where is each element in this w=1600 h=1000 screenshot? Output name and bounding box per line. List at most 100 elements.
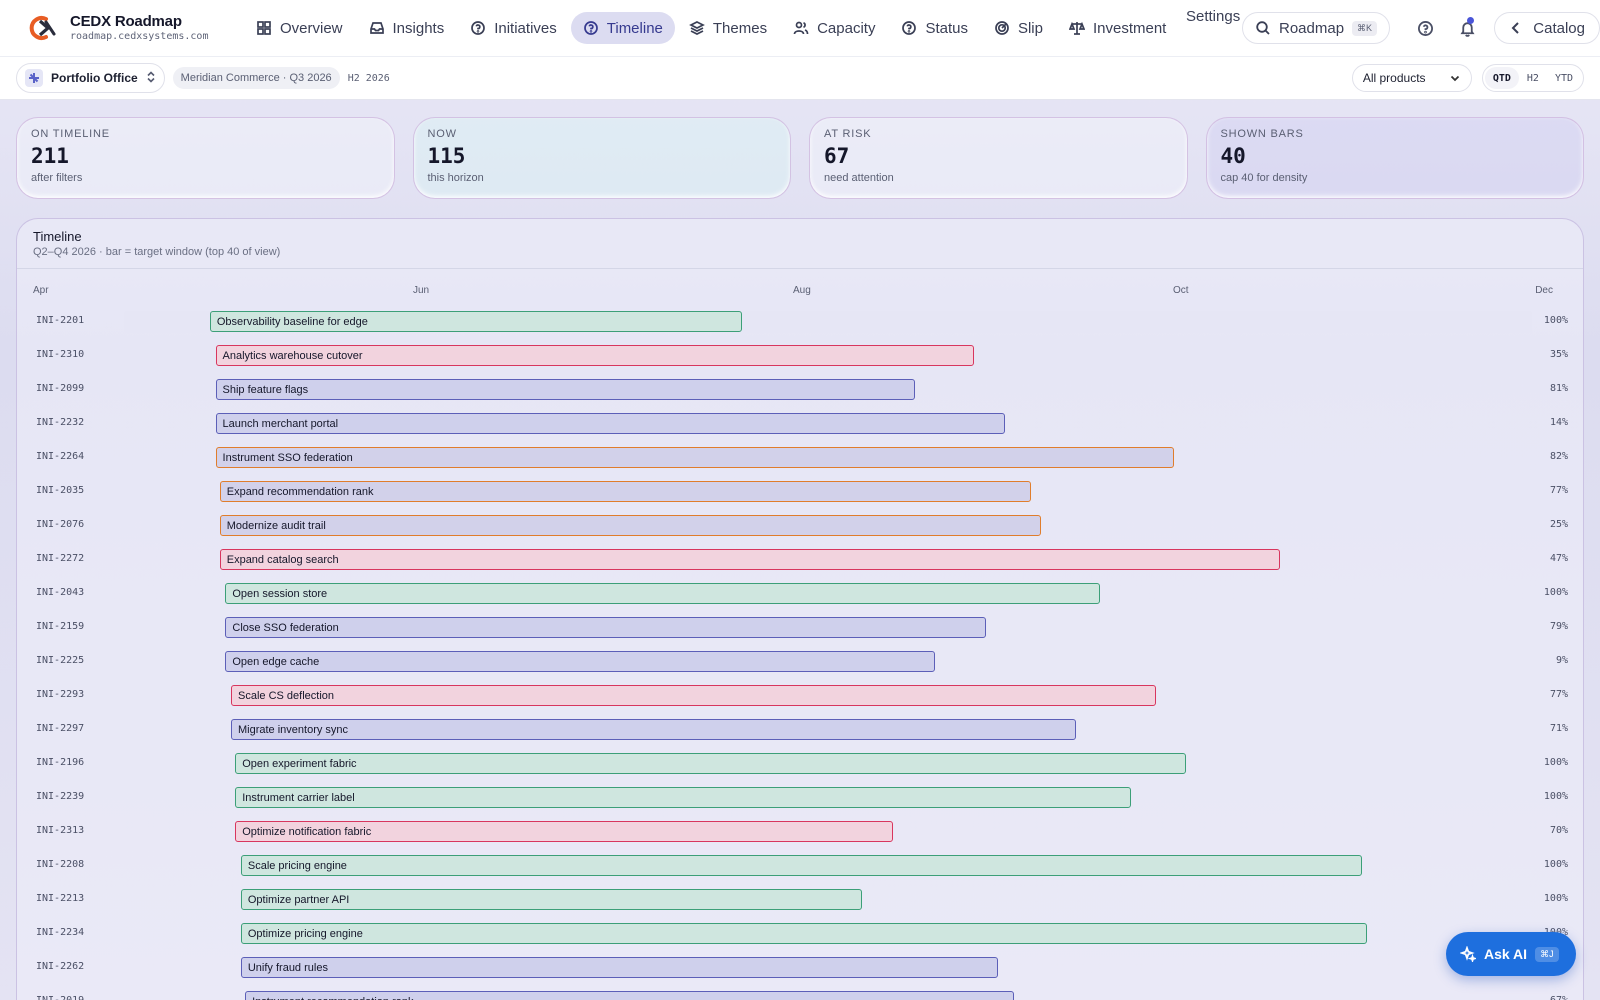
progress-percent: 67%	[1550, 995, 1568, 1000]
timeline-row[interactable]: INI-2272 Expand catalog search 47%	[17, 543, 1583, 577]
period-h2[interactable]: H2	[1526, 72, 1539, 84]
timeline-row[interactable]: INI-2310 Analytics warehouse cutover 35%	[17, 339, 1583, 373]
timeline-row[interactable]: INI-2213 Optimize partner API 100%	[17, 883, 1583, 917]
initiative-name: Open experiment fabric	[242, 757, 357, 770]
timeline-row[interactable]: INI-2293 Scale CS deflection 77%	[17, 679, 1583, 713]
initiative-bar[interactable]: Ship feature flags	[215, 379, 916, 400]
nav-themes[interactable]: Themes	[677, 12, 779, 44]
search-button[interactable]: Roadmap ⌘K	[1242, 12, 1391, 44]
initiative-bar[interactable]: Open session store	[225, 583, 1100, 604]
timeline-row[interactable]: INI-2225 Open edge cache 9%	[17, 645, 1583, 679]
search-label: Roadmap	[1279, 19, 1345, 37]
timeline-row[interactable]: INI-2297 Migrate inventory sync 71%	[17, 713, 1583, 747]
nav-slip[interactable]: Slip	[982, 12, 1055, 44]
initiative-bar[interactable]: Scale CS deflection	[231, 685, 1157, 706]
initiative-bar[interactable]: Instrument SSO federation	[215, 447, 1175, 468]
initiative-bar[interactable]: Scale pricing engine	[240, 855, 1362, 876]
initiative-id: INI-2262	[36, 961, 85, 972]
ask-ai-shortcut: ⌘J	[1535, 946, 1559, 962]
initiative-bar[interactable]: Migrate inventory sync	[231, 719, 1076, 740]
initiative-bar[interactable]: Observability baseline for edge	[209, 311, 743, 332]
help-button[interactable]	[1410, 12, 1440, 44]
initiative-bar[interactable]: Optimize pricing engine	[240, 923, 1368, 944]
period-qtd[interactable]: QTD	[1484, 67, 1519, 89]
initiative-id: INI-2297	[36, 723, 85, 734]
axis-label: Apr	[33, 285, 49, 296]
initiative-bar[interactable]: Expand recommendation rank	[219, 481, 1031, 502]
org-selector[interactable]: Portfolio Office	[16, 63, 165, 93]
axis-label: Dec	[1535, 285, 1553, 296]
initiative-id: INI-2225	[36, 655, 85, 666]
help-circle-icon	[471, 21, 486, 35]
nav-capacity[interactable]: Capacity	[781, 12, 887, 44]
initiative-id: INI-2208	[36, 859, 85, 870]
product-filter-select[interactable]: All products	[1351, 64, 1472, 92]
notifications-button[interactable]	[1452, 12, 1482, 44]
initiative-bar[interactable]: Close SSO federation	[225, 617, 986, 638]
nav-insights[interactable]: Insights	[357, 12, 457, 44]
timeline-row[interactable]: INI-2264 Instrument SSO federation 82%	[17, 441, 1583, 475]
stat-card-at-risk: AT RISK 67 need attention	[809, 117, 1188, 199]
initiative-id: INI-2035	[36, 485, 85, 496]
initiative-bar[interactable]: Optimize notification fabric	[235, 821, 893, 842]
nav-timeline[interactable]: Timeline	[570, 12, 675, 44]
stat-label: AT RISK	[824, 128, 872, 140]
progress-percent: 35%	[1549, 349, 1568, 360]
timeline-row[interactable]: INI-2099 Ship feature flags 81%	[17, 373, 1583, 407]
initiative-bar[interactable]: Open experiment fabric	[235, 753, 1186, 774]
portfolio-icon	[25, 69, 43, 87]
initiative-bar[interactable]: Unify fraud rules	[240, 957, 999, 978]
inbox-icon	[369, 22, 384, 34]
nav-settings[interactable]: Settings	[1178, 0, 1240, 32]
axis-label: Aug	[793, 285, 811, 296]
timeline-row[interactable]: INI-2232 Launch merchant portal 14%	[17, 407, 1583, 441]
period-ytd[interactable]: YTD	[1554, 72, 1573, 84]
timeline-row[interactable]: INI-2313 Optimize notification fabric 70%	[17, 815, 1583, 849]
initiative-bar[interactable]: Instrument recommendation rank	[245, 991, 1014, 1000]
timeline-row[interactable]: INI-2239 Instrument carrier label 100%	[17, 781, 1583, 815]
timeline-row[interactable]: INI-2019 Instrument recommendation rank 67…	[17, 985, 1583, 1000]
top-navigation: CEDX Roadmap roadmap.cedxsystems.com Ove…	[0, 0, 1600, 56]
timeline-row[interactable]: INI-2076 Modernize audit trail 25%	[17, 509, 1583, 543]
initiative-bar[interactable]: Instrument carrier label	[235, 787, 1131, 808]
initiative-name: Scale CS deflection	[238, 689, 334, 702]
progress-percent: 14%	[1549, 417, 1568, 428]
timeline-row[interactable]: INI-2208 Scale pricing engine 100%	[17, 849, 1583, 883]
timeline-row[interactable]: INI-2043 Open session store 100%	[17, 577, 1583, 611]
users-icon	[793, 21, 809, 35]
catalog-label: Catalog	[1533, 19, 1585, 37]
catalog-button[interactable]: Catalog	[1494, 12, 1600, 44]
progress-percent: 71%	[1549, 723, 1568, 734]
initiative-bar[interactable]: Expand catalog search	[219, 549, 1280, 570]
initiative-bar[interactable]: Open edge cache	[225, 651, 935, 672]
ask-ai-button[interactable]: Ask AI ⌘J	[1446, 932, 1576, 976]
nav-overview[interactable]: Overview	[244, 12, 355, 44]
search-shortcut: ⌘K	[1352, 20, 1378, 36]
progress-percent: 100%	[1543, 315, 1568, 326]
initiative-bar[interactable]: Modernize audit trail	[219, 515, 1041, 536]
initiative-bar[interactable]: Launch merchant portal	[215, 413, 1006, 434]
progress-percent: 77%	[1549, 689, 1568, 700]
timeline-row[interactable]: INI-2196 Open experiment fabric 100%	[17, 747, 1583, 781]
initiative-bar[interactable]: Analytics warehouse cutover	[215, 345, 975, 366]
nav-status[interactable]: Status	[889, 12, 980, 44]
timeline-row[interactable]: INI-2159 Close SSO federation 79%	[17, 611, 1583, 645]
stat-card-now: NOW 115 this horizon	[412, 117, 791, 199]
initiative-name: Optimize pricing engine	[247, 927, 363, 940]
nav-initiatives[interactable]: Initiatives	[458, 12, 569, 44]
main-nav: Overview Insights Initiatives Timeline T…	[244, 12, 1178, 44]
layers-icon	[688, 21, 705, 35]
nav-label: Slip	[1017, 19, 1043, 37]
initiative-bar[interactable]: Optimize partner API	[240, 889, 862, 910]
initiative-name: Ship feature flags	[222, 383, 309, 396]
initiative-name: Optimize notification fabric	[242, 825, 372, 838]
timeline-row[interactable]: INI-2201 Observability baseline for edge 1…	[17, 305, 1583, 339]
app-logo[interactable]: CEDX Roadmap roadmap.cedxsystems.com	[28, 14, 228, 42]
progress-percent: 82%	[1549, 451, 1568, 462]
timeline-row[interactable]: INI-2035 Expand recommendation rank 77%	[17, 475, 1583, 509]
initiative-name: Launch merchant portal	[222, 417, 339, 430]
nav-investment[interactable]: Investment	[1057, 12, 1178, 44]
initiative-name: Optimize partner API	[247, 893, 350, 906]
